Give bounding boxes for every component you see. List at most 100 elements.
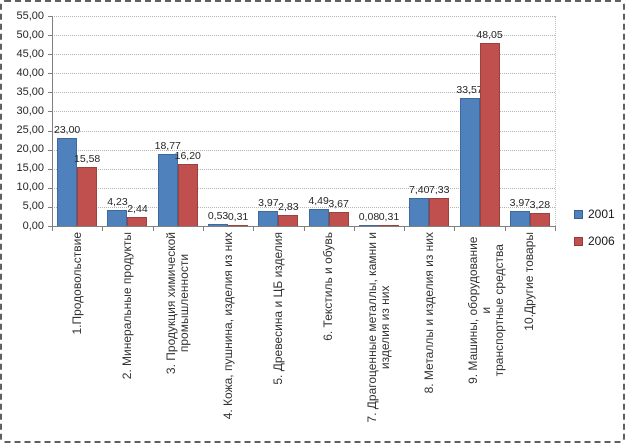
category-label: 10.Другие товары	[522, 232, 537, 331]
category-label: 7. Драгоценные металлы, камни и изделия …	[364, 232, 392, 423]
bar-2006	[479, 42, 500, 226]
legend-swatch-2001	[574, 210, 583, 219]
bar-value-label: 15,58	[74, 152, 101, 165]
y-axis-tick-label: 0,00	[22, 219, 44, 232]
bar-2001	[258, 210, 279, 226]
legend: 2001 2006	[574, 201, 615, 255]
bar-2006	[429, 198, 450, 226]
y-axis-tick-label: 10,00	[16, 181, 44, 194]
category-label: 5. Древесина и ЦБ изделия	[270, 232, 285, 385]
bar-2006	[328, 211, 349, 226]
y-axis-tick	[48, 226, 53, 227]
y-axis-tick	[48, 187, 53, 189]
y-axis-tick	[48, 73, 53, 75]
x-axis-tick	[353, 226, 355, 231]
bar-2001	[57, 138, 78, 226]
legend-label: 2006	[588, 234, 615, 248]
bar-value-label: 48,05	[476, 28, 503, 41]
bar-value-label: 4,49	[308, 194, 329, 207]
legend-item: 2006	[574, 228, 615, 255]
gridline	[52, 206, 555, 208]
category-label: 6. Текстиль и обувь	[321, 232, 336, 341]
y-axis-tick	[48, 35, 53, 37]
gridline	[52, 130, 555, 132]
bar-2001	[308, 208, 329, 226]
gridline	[52, 92, 555, 94]
y-axis-tick-label: 50,00	[16, 28, 44, 41]
y-axis-tick	[48, 130, 53, 132]
category-label: 4. Кожа, пушнина, изделия из них	[220, 232, 235, 420]
y-axis-tick	[48, 16, 53, 17]
category-label: 1.Продовольствие	[69, 232, 84, 335]
bar-2001	[107, 209, 128, 226]
bar-value-label: 3,97	[509, 196, 531, 209]
bar-2006	[127, 216, 148, 226]
category-label: 2. Минеральные продукты	[119, 232, 134, 380]
bar-2006	[278, 215, 299, 226]
legend-swatch-2006	[574, 237, 583, 246]
bar-value-label: 18,77	[154, 140, 181, 153]
gridline	[52, 54, 555, 56]
bar-2001	[358, 225, 379, 226]
bar-value-label: 0,31	[227, 210, 249, 223]
gridline	[52, 111, 555, 113]
bar-2001	[459, 97, 480, 226]
bar-value-label: 16,20	[174, 150, 201, 163]
gridline	[52, 73, 555, 75]
bar-value-label: 7,33	[429, 184, 450, 196]
y-axis-tick	[48, 92, 53, 94]
legend-label: 2001	[588, 207, 615, 221]
bar-value-label: 3,97	[258, 196, 279, 209]
x-axis-tick	[102, 226, 104, 231]
y-axis-tick	[48, 149, 53, 151]
x-axis-tick	[253, 226, 255, 231]
category-label: 3. Продукция химической промышленности	[163, 232, 191, 375]
y-axis-tick-label: 45,00	[16, 47, 44, 60]
y-axis-tick-label: 5,00	[22, 200, 44, 213]
bar-2001	[509, 210, 530, 226]
y-axis-tick-label: 15,00	[16, 162, 44, 175]
gridline	[52, 149, 555, 151]
x-axis-tick	[303, 226, 305, 231]
bar-2001	[208, 223, 229, 226]
category-label: 8. Металлы и изделия из них	[421, 232, 436, 394]
bar-value-label: 3,67	[328, 197, 349, 210]
y-axis-line	[52, 16, 53, 231]
x-axis-tick	[202, 226, 204, 231]
y-axis-tick-label: 25,00	[16, 124, 44, 137]
bar-value-label: 2,83	[278, 201, 299, 214]
bar-2006	[228, 224, 249, 226]
gridline	[52, 16, 555, 17]
bar-2006	[529, 213, 550, 226]
x-axis-tick	[555, 226, 556, 231]
plot-area-right-border	[555, 16, 556, 226]
gridline	[52, 35, 555, 37]
y-axis-tick	[48, 206, 53, 208]
bar-value-label: 33,57	[456, 83, 483, 96]
y-axis-tick-label: 55,00	[16, 9, 44, 22]
x-axis-tick	[454, 226, 456, 231]
y-axis-tick-label: 20,00	[16, 143, 44, 156]
bar-value-label: 4,23	[107, 195, 128, 208]
y-axis-tick	[48, 111, 53, 113]
bar-value-label: 7,40	[409, 183, 430, 196]
bar-value-label: 0,08	[358, 211, 380, 223]
bar-value-label: 3,28	[529, 199, 551, 212]
gridline	[52, 168, 555, 170]
bar-2001	[409, 197, 430, 226]
y-axis-tick-label: 40,00	[16, 66, 44, 79]
bar-value-label: 2,44	[127, 202, 148, 215]
bar-2001	[157, 154, 178, 226]
legend-item: 2001	[574, 201, 615, 228]
category-label: 9. Машины, оборудование и транспортные с…	[465, 236, 506, 384]
bar-value-label: 0,53	[207, 209, 229, 222]
bar-value-label: 23,00	[54, 124, 81, 137]
y-axis-tick-label: 35,00	[16, 85, 44, 98]
x-axis-tick	[52, 226, 53, 231]
bar-2006	[177, 164, 198, 226]
y-axis-tick	[48, 168, 53, 170]
bar-2006	[77, 166, 98, 226]
bar-2006	[378, 224, 399, 226]
x-axis-tick	[404, 226, 406, 231]
